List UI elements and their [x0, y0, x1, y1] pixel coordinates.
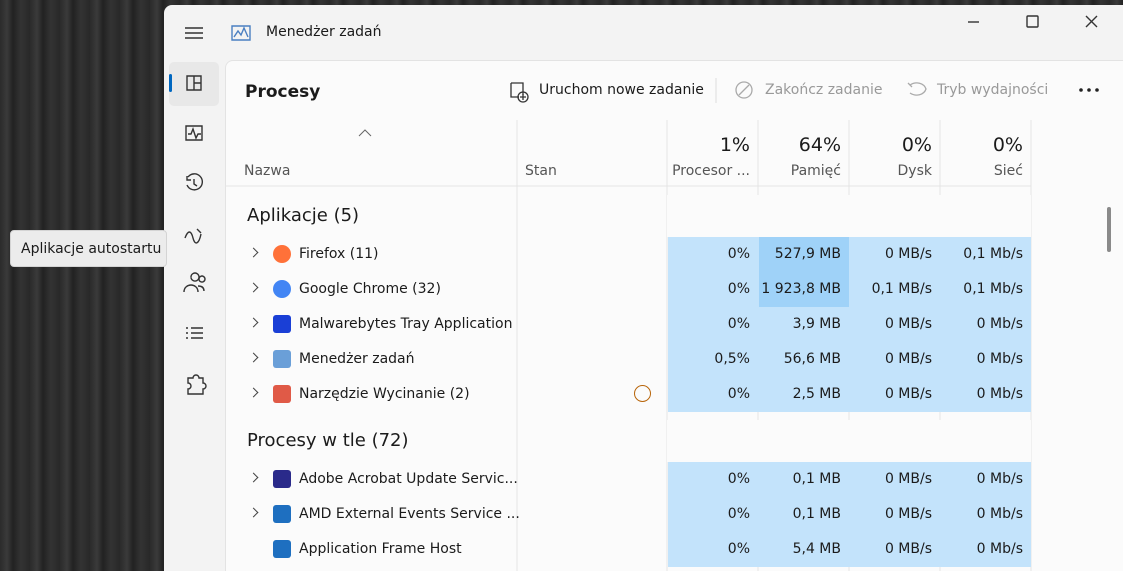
app-icon — [273, 315, 291, 333]
column-header[interactable]: Dysk — [897, 163, 932, 179]
usage-cells — [668, 462, 1031, 497]
network-value: 0 Mb/s — [976, 541, 1023, 557]
usage-cells — [668, 237, 1031, 272]
efficiency-mode-button[interactable]: Tryb wydajności — [937, 82, 1049, 98]
usage-cells — [668, 342, 1031, 377]
column-usage: 0% — [901, 134, 932, 156]
column-usage: 64% — [798, 134, 841, 156]
tooltip-text: Aplikacje autostartu — [21, 241, 162, 257]
usage-cells — [668, 377, 1031, 412]
process-name[interactable]: Narzędzie Wycinanie (2) — [299, 386, 470, 402]
memory-value: 0,1 MB — [792, 506, 841, 522]
disk-value: 0 MB/s — [884, 471, 932, 487]
group-title: Procesy w tle (72) — [247, 430, 409, 451]
usage-cells — [668, 497, 1031, 532]
app-icon — [273, 470, 291, 488]
app-icon — [273, 350, 291, 368]
nav-services[interactable] — [187, 374, 207, 395]
memory-value: 527,9 MB — [774, 246, 841, 262]
cpu-value: 0% — [727, 386, 750, 402]
process-name[interactable]: Firefox (11) — [299, 246, 379, 262]
memory-value: 56,6 MB — [783, 351, 841, 367]
disk-value: 0 MB/s — [884, 541, 932, 557]
network-value: 0 Mb/s — [976, 316, 1023, 332]
memory-value: 2,5 MB — [792, 386, 841, 402]
app-icon — [273, 385, 291, 403]
disk-value: 0 MB/s — [884, 316, 932, 332]
usage-cells — [668, 307, 1031, 342]
cpu-value: 0% — [727, 281, 750, 297]
disk-value: 0,1 MB/s — [871, 281, 932, 297]
page-title: Procesy — [245, 82, 321, 102]
process-name[interactable]: AMD External Events Service ... — [299, 506, 520, 522]
usage-cells — [668, 272, 1031, 307]
group-spacer — [667, 195, 1031, 237]
column-header[interactable]: Stan — [525, 163, 557, 179]
memory-value: 5,4 MB — [792, 541, 841, 557]
column-header[interactable]: Nazwa — [244, 163, 291, 179]
network-value: 0 Mb/s — [976, 351, 1023, 367]
memory-high — [759, 237, 849, 272]
column-usage: 1% — [719, 134, 750, 156]
group-title: Aplikacje (5) — [247, 205, 360, 226]
chrome-icons — [169, 15, 1098, 395]
toolbar-icons — [510, 78, 1099, 103]
network-value: 0 Mb/s — [976, 471, 1023, 487]
network-value: 0 Mb/s — [976, 386, 1023, 402]
cpu-value: 0% — [727, 471, 750, 487]
process-name[interactable]: Malwarebytes Tray Application — [299, 316, 513, 332]
cpu-value: 0% — [727, 316, 750, 332]
end-task-button[interactable]: Zakończ zadanie — [765, 82, 883, 98]
cpu-value: 0% — [727, 506, 750, 522]
app-icon — [273, 540, 291, 558]
memory-value: 3,9 MB — [792, 316, 841, 332]
disk-value: 0 MB/s — [884, 351, 932, 367]
suspended-icon — [634, 385, 651, 402]
app-icon — [273, 245, 291, 263]
disk-value: 0 MB/s — [884, 506, 932, 522]
tooltip: Aplikacje autostartu — [10, 230, 167, 267]
memory-value: 1 923,8 MB — [761, 281, 841, 297]
column-header[interactable]: Sieć — [993, 163, 1023, 179]
process-name[interactable]: Menedżer zadań — [299, 351, 415, 367]
nav-startup[interactable] — [184, 228, 202, 244]
nav-history[interactable] — [186, 173, 203, 191]
app-icon — [273, 280, 291, 298]
network-value: 0,1 Mb/s — [963, 246, 1023, 262]
run-new-task-button[interactable]: Uruchom nowe zadanie — [539, 82, 704, 98]
cpu-value: 0% — [727, 246, 750, 262]
disk-value: 0 MB/s — [884, 386, 932, 402]
group-spacer — [667, 420, 1031, 462]
column-usage: 0% — [992, 134, 1023, 156]
disk-value: 0 MB/s — [884, 246, 932, 262]
menu-button[interactable] — [185, 27, 203, 39]
cpu-value: 0% — [727, 541, 750, 557]
nav-details[interactable] — [186, 327, 203, 339]
column-header[interactable]: Pamięć — [790, 163, 841, 179]
nav-performance[interactable] — [185, 125, 203, 141]
process-name[interactable]: Google Chrome (32) — [299, 281, 441, 297]
memory-value: 0,1 MB — [792, 471, 841, 487]
usage-cells — [668, 532, 1031, 567]
nav-processes[interactable] — [186, 75, 202, 91]
close-button[interactable] — [1085, 15, 1098, 28]
nav-users[interactable] — [183, 272, 206, 293]
app-icon — [273, 505, 291, 523]
column-header[interactable]: Procesor ... — [672, 163, 750, 179]
process-name[interactable]: Adobe Acrobat Update Servic... — [299, 471, 518, 487]
network-value: 0,1 Mb/s — [963, 281, 1023, 297]
cpu-value: 0,5% — [714, 351, 750, 367]
network-value: 0 Mb/s — [976, 506, 1023, 522]
memory-high — [759, 272, 849, 307]
window-title: Menedżer zadań — [266, 24, 382, 40]
maximize-button[interactable] — [1026, 15, 1039, 28]
process-name[interactable]: Application Frame Host — [299, 541, 462, 557]
